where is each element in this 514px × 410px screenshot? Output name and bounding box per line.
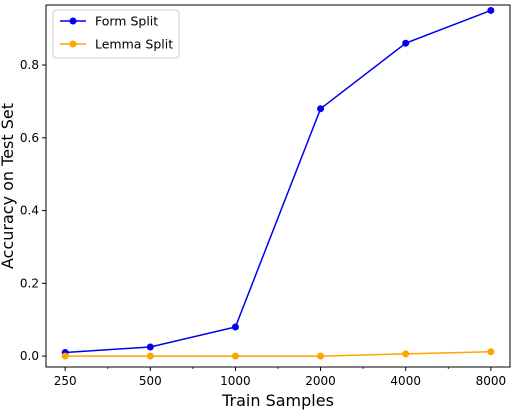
x-axis-label: Train Samples bbox=[221, 391, 334, 410]
data-point bbox=[231, 352, 239, 360]
x-tick-label: 8000 bbox=[476, 374, 507, 388]
plot-area bbox=[61, 6, 495, 360]
series-line-1 bbox=[65, 9, 492, 354]
data-point bbox=[61, 352, 69, 360]
legend-label: Form Split bbox=[95, 14, 158, 29]
data-point bbox=[146, 343, 154, 351]
x-axis: 250 500 1000 2000 4000 8000 bbox=[54, 367, 506, 388]
y-tick-label: 0.4 bbox=[20, 204, 39, 218]
series-line-2 bbox=[65, 350, 491, 357]
axes-frame bbox=[45, 4, 511, 368]
y-axis-label: Accuracy on Test Set bbox=[0, 103, 17, 269]
x-tick-label: 1000 bbox=[220, 374, 251, 388]
x-tick-label: 2000 bbox=[305, 374, 336, 388]
legend-label: Lemma Split bbox=[95, 37, 173, 52]
x-tick-label: 500 bbox=[139, 374, 162, 388]
legend: Form Split Lemma Split bbox=[52, 9, 180, 59]
y-tick-label: 0.0 bbox=[20, 349, 39, 363]
data-point bbox=[317, 352, 325, 360]
legend-marker bbox=[69, 40, 77, 48]
legend-marker bbox=[69, 17, 77, 25]
y-axis: 0.0 0.2 0.4 0.6 0.8 bbox=[20, 58, 46, 363]
data-point bbox=[402, 39, 410, 47]
x-tick-label: 250 bbox=[54, 374, 77, 388]
y-tick-label: 0.6 bbox=[20, 131, 39, 145]
data-point bbox=[402, 350, 410, 358]
data-point bbox=[317, 105, 325, 113]
data-point bbox=[231, 323, 239, 331]
y-tick-label: 0.2 bbox=[20, 276, 39, 290]
data-point bbox=[146, 352, 154, 360]
y-tick-label: 0.8 bbox=[20, 58, 39, 72]
x-tick-label: 4000 bbox=[390, 374, 421, 388]
data-point bbox=[487, 6, 495, 14]
legend-box bbox=[52, 9, 180, 59]
data-point bbox=[487, 348, 495, 356]
